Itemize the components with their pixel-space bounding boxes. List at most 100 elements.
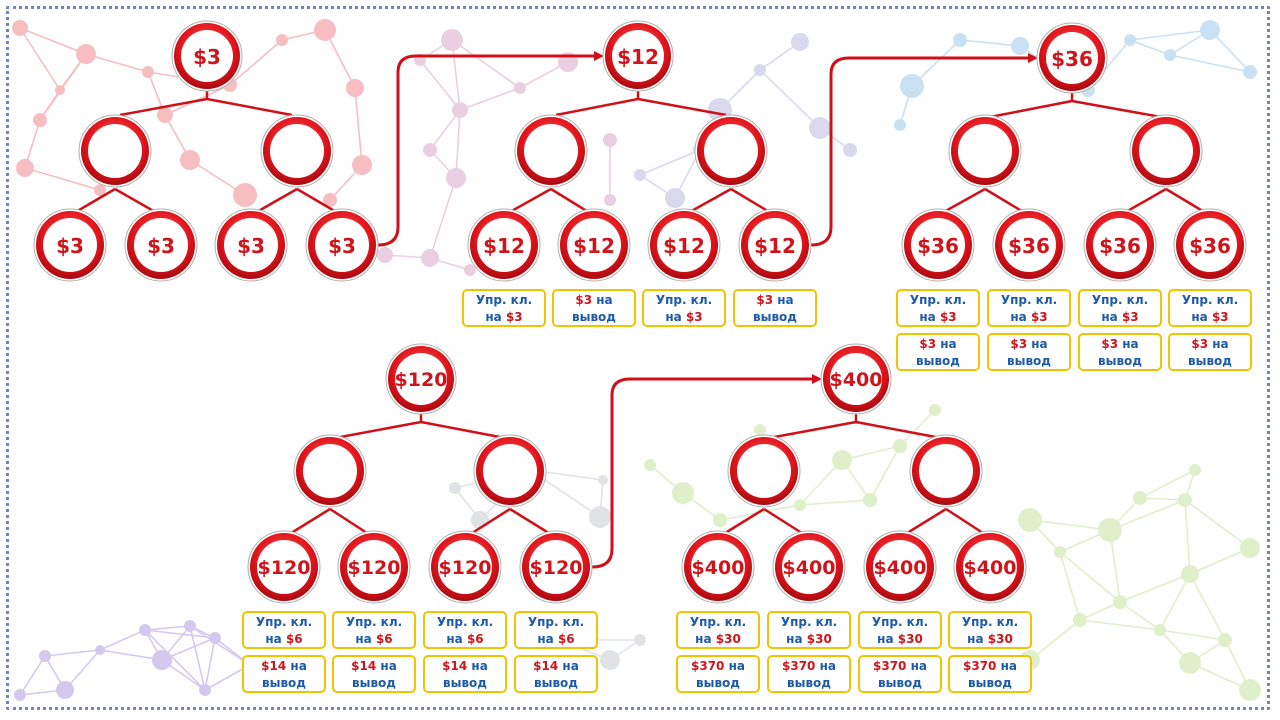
box-border <box>987 333 1071 371</box>
bg-dot <box>754 64 766 76</box>
leaf-node: $12 <box>647 208 721 282</box>
connector-line <box>1165 187 1207 215</box>
bg-link <box>354 87 363 166</box>
box-border <box>552 289 636 327</box>
bg-link <box>459 87 521 111</box>
bg-dot <box>900 74 924 98</box>
withdraw-box: $14 на вывод <box>242 655 326 693</box>
bg-dot <box>1124 34 1136 46</box>
connector-line <box>206 97 293 117</box>
node-core <box>395 353 447 405</box>
box-border <box>948 611 1032 649</box>
box-border <box>767 611 851 649</box>
bg-link <box>1059 551 1081 621</box>
bg-dot <box>893 439 907 453</box>
connector-line <box>945 507 987 537</box>
box-line-2: вывод <box>534 676 578 690</box>
box-line-1: $370 на <box>963 659 1017 673</box>
node-value: $3 <box>237 234 265 258</box>
bg-link <box>1109 529 1121 603</box>
box-line-2: на $6 <box>355 632 392 646</box>
bg-dot <box>1179 652 1201 674</box>
node-core <box>612 30 664 82</box>
node-value: $36 <box>1051 47 1093 71</box>
box-line-1: Упр. кл. <box>781 615 837 629</box>
bg-link <box>799 499 871 506</box>
bg-dot <box>1164 49 1176 61</box>
bg-cluster <box>12 19 372 207</box>
box-line-2: вывод <box>968 676 1012 690</box>
bg-link <box>99 629 146 651</box>
node-core <box>483 444 537 498</box>
bg-link <box>429 109 461 151</box>
connector-line <box>763 507 806 537</box>
child-node <box>473 434 547 508</box>
connector-line <box>329 507 371 537</box>
connector-line <box>768 420 857 440</box>
node-value: $12 <box>663 234 705 258</box>
connector-line <box>730 187 772 215</box>
connector-line <box>1071 99 1162 119</box>
node-core <box>477 218 531 272</box>
bg-link <box>19 655 46 696</box>
connector-line <box>555 97 639 117</box>
node-value: $400 <box>692 557 745 579</box>
box-border <box>733 289 817 327</box>
connector-line <box>254 187 298 215</box>
box-line-2: на $6 <box>537 632 574 646</box>
node-core <box>224 218 278 272</box>
bg-link <box>229 39 283 86</box>
box-line-1: Упр. кл. <box>910 293 966 307</box>
box-line-2: вывод <box>878 676 922 690</box>
bg-dot <box>713 513 727 527</box>
node-value: $3 <box>147 234 175 258</box>
withdraw-box: $370 на вывод <box>948 655 1032 693</box>
child-node <box>1129 114 1203 188</box>
withdraw-box: $370 на вывод <box>767 655 851 693</box>
manage-key-box: Упр. кл. на $3 <box>896 289 980 327</box>
leaf-node: $12 <box>467 208 541 282</box>
bg-dot <box>600 650 620 670</box>
bg-dot <box>95 645 105 655</box>
box-line-1: Упр. кл. <box>962 615 1018 629</box>
box-line-2: на $3 <box>665 310 702 324</box>
bg-link <box>1159 573 1191 631</box>
bg-dot <box>12 20 28 36</box>
box-line-2: вывод <box>1188 354 1232 368</box>
box-border <box>242 611 326 649</box>
box-line-1: Упр. кл. <box>1092 293 1148 307</box>
connector-line <box>637 97 727 117</box>
bg-dot <box>634 169 646 181</box>
bg-link <box>19 27 87 55</box>
node-core <box>1046 32 1098 84</box>
manage-key-box: Упр. кл. на $6 <box>514 611 598 649</box>
leaf-node: $36 <box>992 208 1066 282</box>
box-border <box>858 655 942 693</box>
connector-line <box>509 507 553 537</box>
bg-link <box>1129 29 1211 41</box>
node-value: $3 <box>328 234 356 258</box>
node-core <box>270 124 324 178</box>
bg-dot <box>199 684 211 696</box>
bg-dot <box>33 113 47 127</box>
bg-dot <box>604 194 616 206</box>
bg-link <box>455 109 461 179</box>
node-value: $3 <box>193 45 221 69</box>
bg-dot <box>644 459 656 471</box>
box-line-2: на $3 <box>485 310 522 324</box>
bg-link <box>1184 499 1251 549</box>
bg-dot <box>1189 464 1201 476</box>
box-line-1: $3 на <box>1191 337 1228 351</box>
connector-line <box>550 187 591 215</box>
node-core <box>830 353 882 405</box>
bg-dot <box>809 117 831 139</box>
bg-link <box>1189 573 1226 641</box>
box-border <box>1078 289 1162 327</box>
node-value: $3 <box>56 234 84 258</box>
child-node <box>694 114 768 188</box>
box-border <box>332 611 416 649</box>
label-boxes: Упр. кл. на $3 $3 на вывод Упр. кл. на $3 $3 н… <box>242 289 1252 693</box>
bg-dot <box>953 33 967 47</box>
box-border <box>987 289 1071 327</box>
